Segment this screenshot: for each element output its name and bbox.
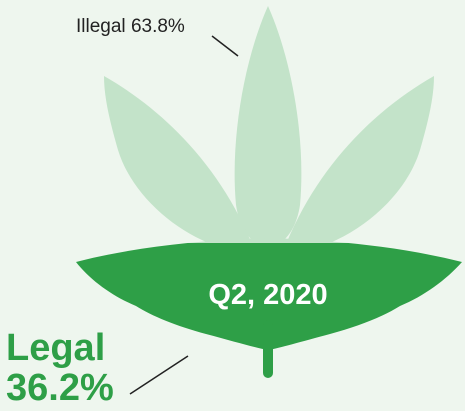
label-illegal: Illegal 63.8% (76, 16, 185, 37)
label-legal-value: 36.2% (6, 367, 114, 409)
label-illegal-name: Illegal (76, 16, 126, 37)
center-label: Q2, 2020 (208, 279, 327, 311)
leader-illegal (211, 35, 239, 57)
leader-legal (129, 355, 189, 395)
label-legal-name: Legal (6, 327, 105, 369)
label-illegal-value: 63.8% (131, 16, 185, 37)
